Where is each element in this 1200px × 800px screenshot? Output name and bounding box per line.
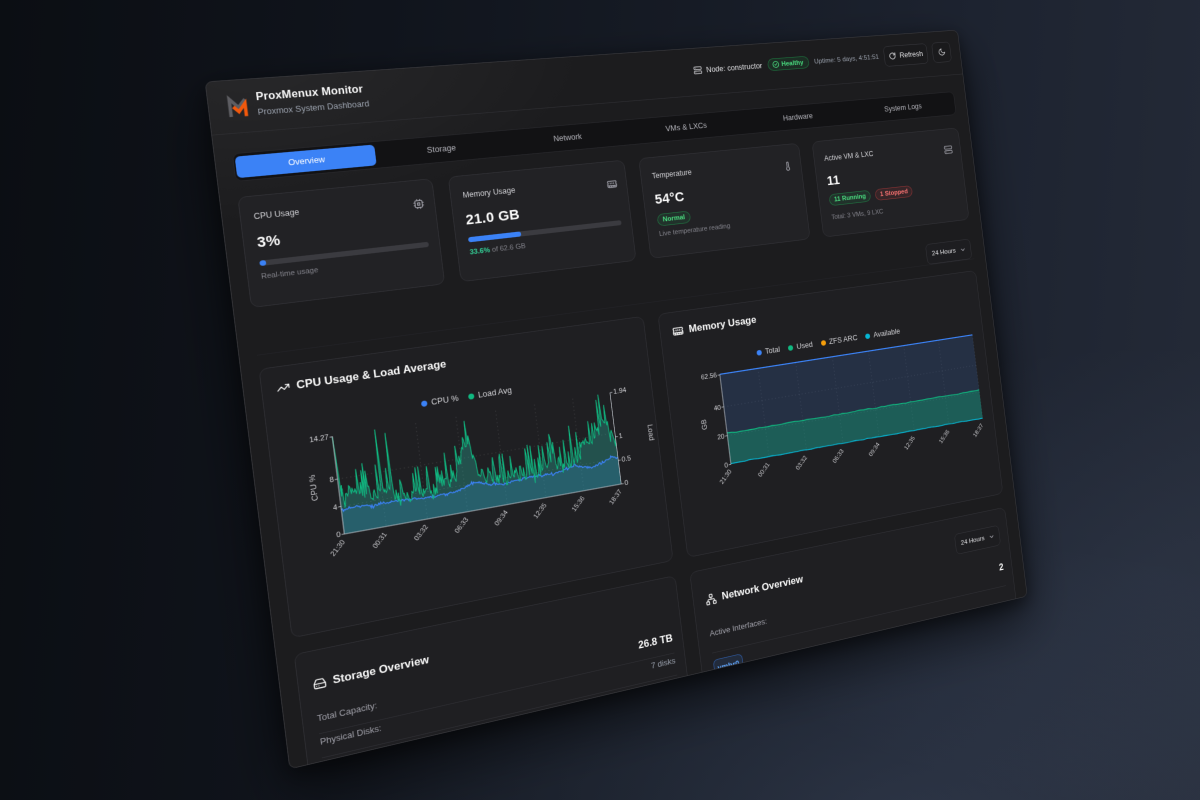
svg-text:1: 1 <box>618 432 623 440</box>
svg-text:12:35: 12:35 <box>903 435 917 452</box>
svg-text:CPU %: CPU % <box>307 474 320 502</box>
svg-text:21:30: 21:30 <box>328 538 346 557</box>
svg-text:20: 20 <box>717 432 725 441</box>
svg-text:00:31: 00:31 <box>756 461 771 478</box>
svg-text:18:37: 18:37 <box>608 488 624 506</box>
svg-text:40: 40 <box>713 404 721 413</box>
svg-text:15:36: 15:36 <box>570 495 586 513</box>
svg-text:15:36: 15:36 <box>938 428 951 444</box>
svg-text:0: 0 <box>624 479 629 487</box>
svg-text:1.94: 1.94 <box>613 386 627 396</box>
svg-text:Load: Load <box>646 424 656 442</box>
svg-text:00:31: 00:31 <box>371 531 389 550</box>
svg-text:03:32: 03:32 <box>412 523 430 542</box>
svg-text:0: 0 <box>336 531 342 540</box>
svg-text:GB: GB <box>699 419 708 431</box>
svg-text:0.5: 0.5 <box>621 454 632 463</box>
svg-text:21:30: 21:30 <box>718 468 733 485</box>
svg-text:4: 4 <box>333 503 339 512</box>
svg-text:14.27: 14.27 <box>309 433 330 444</box>
svg-text:06:33: 06:33 <box>831 448 845 465</box>
svg-text:12:35: 12:35 <box>532 502 549 520</box>
svg-text:06:33: 06:33 <box>453 516 470 535</box>
svg-text:8: 8 <box>329 476 335 485</box>
svg-text:09:34: 09:34 <box>867 441 881 458</box>
svg-text:03:32: 03:32 <box>794 454 808 471</box>
svg-text:18:37: 18:37 <box>972 422 985 438</box>
svg-text:09:34: 09:34 <box>493 508 510 527</box>
svg-text:62.56: 62.56 <box>701 372 718 382</box>
svg-text:0: 0 <box>724 461 729 469</box>
